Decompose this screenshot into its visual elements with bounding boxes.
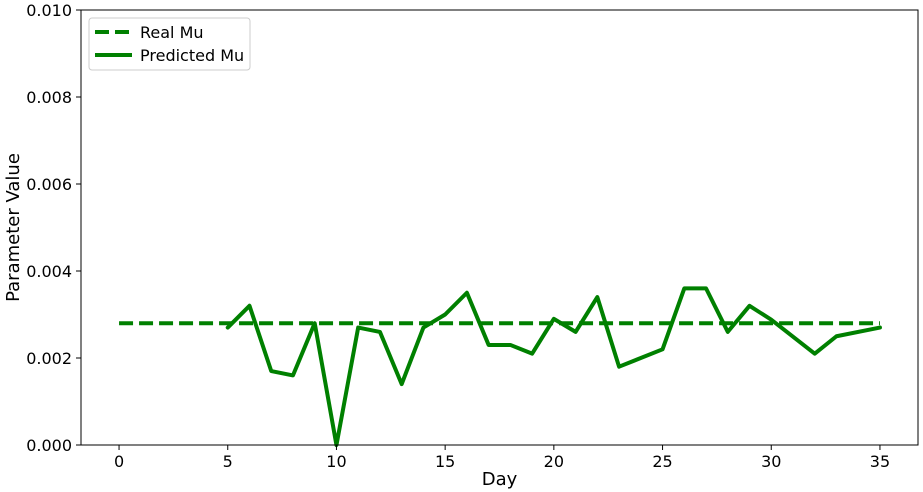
x-tick-label: 30 [761,452,781,471]
x-tick-label: 15 [435,452,455,471]
y-axis-label: Parameter Value [3,153,24,302]
y-tick-label: 0.002 [26,349,72,368]
plot-frame [80,9,919,446]
plot-lines [119,286,882,447]
series-line-predicted-mu [225,286,882,447]
y-tick-label: 0.008 [26,88,72,107]
x-tick-label: 10 [326,452,346,471]
legend-label: Predicted Mu [140,46,244,65]
x-axis: 0 5 10 15 20 25 30 35 [114,445,890,471]
x-tick-label: 5 [223,452,233,471]
x-tick-label: 20 [544,452,564,471]
y-tick-label: 0.010 [26,1,72,20]
y-tick-label: 0.004 [26,262,72,281]
x-tick-label: 35 [870,452,890,471]
x-tick-label: 25 [652,452,672,471]
y-tick-label: 0.006 [26,175,72,194]
x-axis-label: Day [482,469,518,490]
y-axis: 0.000 0.002 0.004 0.006 0.008 0.010 [26,1,81,455]
legend: Real Mu Predicted Mu [88,17,251,71]
x-tick-label: 0 [114,452,124,471]
y-tick-label: 0.000 [26,436,72,455]
legend-label: Real Mu [140,23,204,42]
